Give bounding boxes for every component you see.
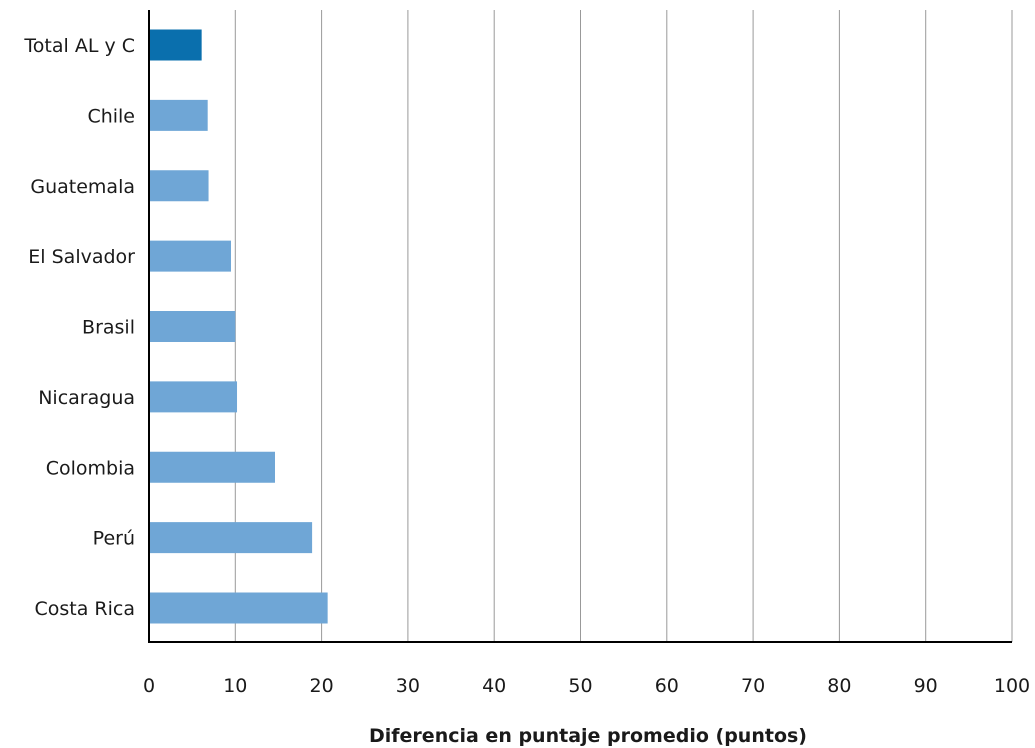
- x-tick-label-40: 40: [482, 675, 506, 697]
- bar-colombia: [149, 451, 275, 483]
- grid-lines: [234, 10, 1013, 642]
- x-tick-label-70: 70: [741, 675, 765, 697]
- x-tick-label-60: 60: [655, 675, 679, 697]
- bar-brasil: [149, 311, 236, 342]
- x-tick-label-80: 80: [827, 675, 851, 697]
- category-labels: Total AL y C Chile Guatemala El Salvador Bra…: [23, 35, 135, 620]
- bar-nicaragua: [149, 381, 238, 413]
- x-tick-label-50: 50: [568, 675, 592, 697]
- x-tick-label-100: 100: [994, 675, 1030, 697]
- category-label-costa-rica: Costa Rica: [35, 598, 136, 620]
- x-tick-label-20: 20: [310, 675, 334, 697]
- x-tick-labels: 0 10 20 30 40 50 60 70 80 90 100: [143, 675, 1030, 697]
- bar-guatemala: [149, 170, 209, 202]
- x-tick-label-0: 0: [143, 675, 155, 697]
- bar-el-salvador: [149, 240, 231, 272]
- bar-costa-rica: [149, 592, 328, 624]
- bar-total-al-y-c: [149, 29, 202, 61]
- bar-chile: [149, 99, 208, 131]
- axes: [148, 10, 1012, 643]
- category-label-peru: Perú: [93, 528, 135, 550]
- bars: [149, 29, 328, 624]
- x-tick-label-90: 90: [914, 675, 938, 697]
- bar-peru: [149, 522, 313, 554]
- category-label-el-salvador: El Salvador: [28, 246, 135, 268]
- x-axis-title: Diferencia en puntaje promedio (puntos): [369, 725, 807, 747]
- x-tick-label-10: 10: [223, 675, 247, 697]
- category-label-guatemala: Guatemala: [30, 176, 135, 198]
- category-label-chile: Chile: [87, 105, 135, 127]
- category-label-nicaragua: Nicaragua: [38, 387, 135, 409]
- x-tick-label-30: 30: [396, 675, 420, 697]
- category-label-colombia: Colombia: [46, 457, 135, 479]
- category-label-brasil: Brasil: [82, 317, 135, 339]
- category-label-total-al-y-c: Total AL y C: [23, 35, 135, 57]
